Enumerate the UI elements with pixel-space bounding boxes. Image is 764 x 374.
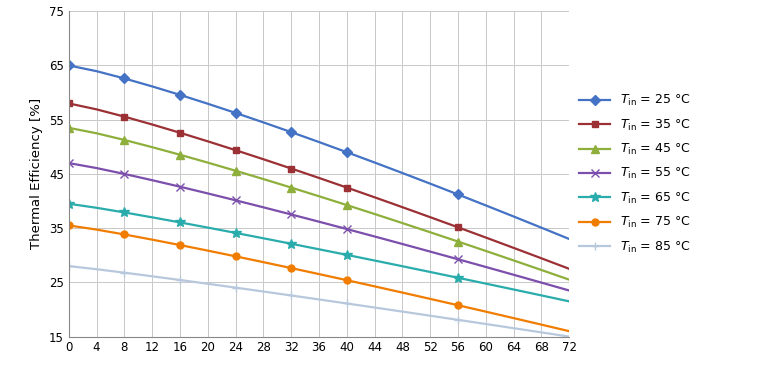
Y-axis label: Thermal Efficiency [%]: Thermal Efficiency [%]: [31, 98, 44, 249]
Legend: $\mathit{T}_{\mathrm{in}}$ = 25 °C, $\mathit{T}_{\mathrm{in}}$ = 35 °C, $\mathit: $\mathit{T}_{\mathrm{in}}$ = 25 °C, $\ma…: [575, 88, 696, 260]
